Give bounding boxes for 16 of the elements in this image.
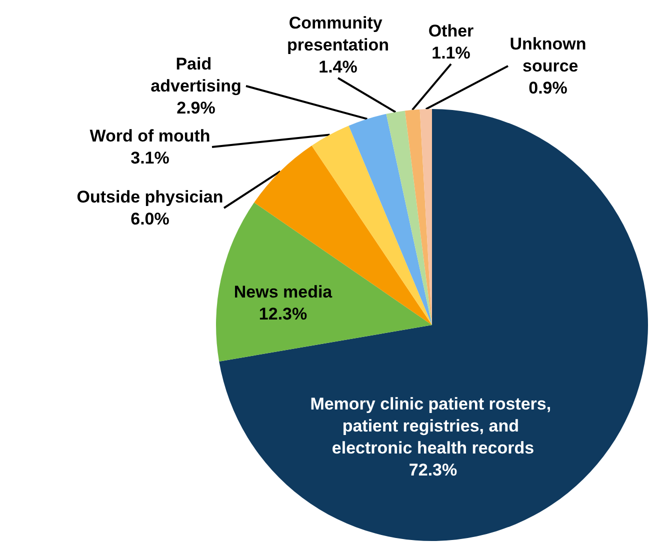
- slice-label: Word of mouth: [90, 126, 210, 146]
- data-label: 3.1%: [130, 148, 170, 168]
- data-label: 2.9%: [176, 98, 216, 118]
- slice-label: Other: [428, 22, 474, 40]
- slice-label: Unknown source: [510, 34, 586, 76]
- data-label: 0.9%: [528, 78, 568, 98]
- data-label: 6.0%: [130, 210, 170, 228]
- slice-label: Outside physician: [76, 188, 224, 206]
- data-label: 72.3%: [408, 460, 458, 480]
- data-label: 12.3%: [258, 304, 308, 324]
- data-label: 1.1%: [432, 44, 470, 62]
- data-label: 1.4%: [318, 58, 358, 76]
- slice-label: Memory clinic patient rosters, patient registries, and electronic health records: [310, 394, 556, 458]
- slice-label: Community presentation: [286, 14, 390, 54]
- slice-label: News media: [234, 282, 333, 302]
- slice-label: Paid advertising: [150, 54, 242, 96]
